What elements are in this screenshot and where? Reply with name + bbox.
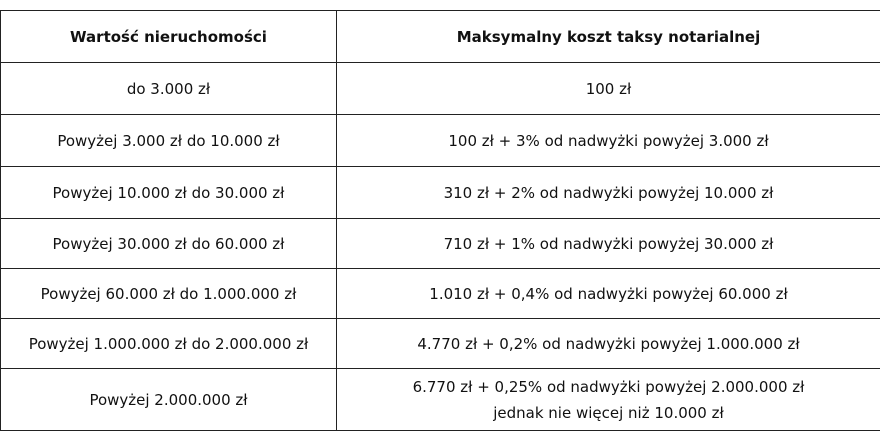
fee-table: Wartość nieruchomości Maksymalny koszt ta… xyxy=(0,10,880,431)
table-row: do 3.000 zł 100 zł xyxy=(0,62,880,115)
table-cell: Powyżej 2.000.000 zł xyxy=(0,368,337,431)
table-row: Powyżej 30.000 zł do 60.000 zł 710 zł + 1… xyxy=(0,218,880,269)
table-row: Powyżej 1.000.000 zł do 2.000.000 zł 4.77… xyxy=(0,318,880,369)
header-cell: Maksymalny koszt taksy notarialnej xyxy=(336,10,880,63)
table-cell: Powyżej 30.000 zł do 60.000 zł xyxy=(0,218,337,269)
cell-line: 6.770 zł + 0,25% od nadwyżki powyżej 2.0… xyxy=(412,377,805,396)
table-cell: do 3.000 zł xyxy=(0,62,337,115)
table-cell: 4.770 zł + 0,2% od nadwyżki powyżej 1.00… xyxy=(336,318,880,369)
table-cell: 710 zł + 1% od nadwyżki powyżej 30.000 z… xyxy=(336,218,880,269)
cell-line: jednak nie więcej niż 10.000 zł xyxy=(493,403,724,422)
table-cell: Powyżej 10.000 zł do 30.000 zł xyxy=(0,166,337,219)
table-cell: 6.770 zł + 0,25% od nadwyżki powyżej 2.0… xyxy=(336,368,880,431)
table-row: Powyżej 2.000.000 zł 6.770 zł + 0,25% od … xyxy=(0,368,880,431)
table-row: Powyżej 60.000 zł do 1.000.000 zł 1.010 z… xyxy=(0,268,880,319)
table-cell: Powyżej 60.000 zł do 1.000.000 zł xyxy=(0,268,337,319)
table-cell: 1.010 zł + 0,4% od nadwyżki powyżej 60.0… xyxy=(336,268,880,319)
table-row: Powyżej 3.000 zł do 10.000 zł 100 zł + 3%… xyxy=(0,114,880,167)
header-row: Wartość nieruchomości Maksymalny koszt ta… xyxy=(0,10,880,63)
table-cell: Powyżej 1.000.000 zł do 2.000.000 zł xyxy=(0,318,337,369)
header-cell: Wartość nieruchomości xyxy=(0,10,337,63)
table-cell: 100 zł xyxy=(336,62,880,115)
table-cell: 100 zł + 3% od nadwyżki powyżej 3.000 zł xyxy=(336,114,880,167)
table-cell: Powyżej 3.000 zł do 10.000 zł xyxy=(0,114,337,167)
table-row: Powyżej 10.000 zł do 30.000 zł 310 zł + 2… xyxy=(0,166,880,219)
table-cell: 310 zł + 2% od nadwyżki powyżej 10.000 z… xyxy=(336,166,880,219)
